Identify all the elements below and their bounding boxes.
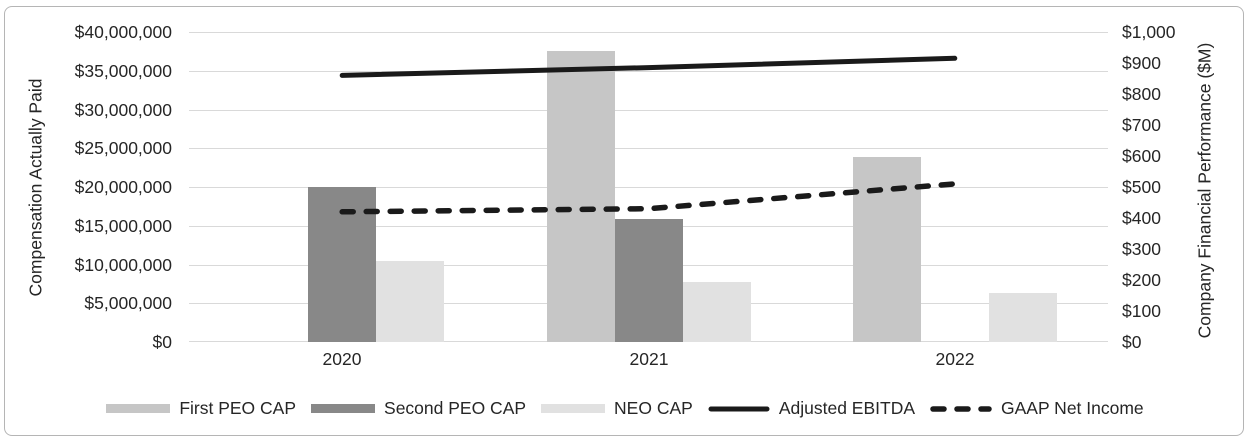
left-axis-tick: $20,000,000 bbox=[74, 177, 172, 197]
legend-label: Adjusted EBITDA bbox=[778, 398, 915, 418]
neo-cap-swatch-icon bbox=[541, 404, 606, 413]
legend-item-gaap-net-income: GAAP Net Income bbox=[930, 398, 1144, 419]
legend-item-neo-cap: NEO CAP bbox=[541, 398, 693, 419]
right-axis-tick: $100 bbox=[1122, 301, 1161, 321]
left-axis-tick: $30,000,000 bbox=[74, 100, 172, 120]
x-axis-label-2022: 2022 bbox=[935, 349, 975, 369]
gridline bbox=[189, 148, 1108, 149]
legend-item-adjusted-ebitda: Adjusted EBITDA bbox=[708, 398, 915, 419]
right-axis-tick: $0 bbox=[1122, 332, 1142, 352]
second-peo-cap-swatch-icon bbox=[311, 404, 376, 413]
right-axis-tick: $1,000 bbox=[1122, 22, 1176, 42]
right-axis-tick: $600 bbox=[1122, 146, 1161, 166]
bar-first-peo-cap-2021 bbox=[547, 51, 615, 342]
line-adjusted-ebitda bbox=[339, 55, 958, 78]
legend-label: GAAP Net Income bbox=[1001, 398, 1144, 418]
bar-first-peo-cap-2022 bbox=[853, 157, 921, 342]
legend-item-first-peo-cap: First PEO CAP bbox=[106, 398, 296, 419]
chart-legend: First PEO CAP Second PEO CAP NEO CAP Adjust… bbox=[0, 398, 1250, 419]
legend-item-second-peo-cap: Second PEO CAP bbox=[311, 398, 526, 419]
bar-second-peo-cap-2021 bbox=[615, 219, 683, 342]
legend-label: Second PEO CAP bbox=[384, 398, 527, 418]
left-axis-tick: $25,000,000 bbox=[74, 138, 172, 158]
first-peo-cap-swatch-icon bbox=[106, 404, 171, 413]
x-axis-label-2020: 2020 bbox=[322, 349, 362, 369]
line-gaap-net-income bbox=[339, 181, 958, 215]
gridline bbox=[189, 71, 1108, 72]
adjusted-ebitda-line-swatch-icon bbox=[708, 406, 770, 411]
left-axis-tick: $10,000,000 bbox=[74, 255, 172, 275]
right-axis-tick: $700 bbox=[1122, 115, 1161, 135]
left-axis-tick: $15,000,000 bbox=[74, 216, 172, 236]
x-axis-label-2021: 2021 bbox=[629, 349, 669, 369]
right-axis-tick: $300 bbox=[1122, 239, 1161, 259]
right-axis-tick: $200 bbox=[1122, 270, 1161, 290]
left-axis-tick: $40,000,000 bbox=[74, 22, 172, 42]
gaap-net-income-line-swatch-icon bbox=[930, 405, 992, 412]
right-axis-tick: $500 bbox=[1122, 177, 1161, 197]
gridline bbox=[189, 110, 1108, 111]
right-axis-tick: $800 bbox=[1122, 84, 1161, 104]
left-axis-tick: $5,000,000 bbox=[84, 293, 172, 313]
line-series-layer bbox=[339, 55, 958, 215]
right-axis-tick: $400 bbox=[1122, 208, 1161, 228]
bar-neo-cap-2021 bbox=[683, 282, 751, 342]
left-axis-tick: $0 bbox=[152, 332, 172, 352]
bar-neo-cap-2022 bbox=[989, 293, 1057, 342]
left-axis-tick: $35,000,000 bbox=[74, 61, 172, 81]
legend-label: NEO CAP bbox=[614, 398, 693, 418]
gridline bbox=[189, 187, 1108, 188]
legend-label: First PEO CAP bbox=[179, 398, 297, 418]
gridline bbox=[189, 32, 1108, 33]
plot-area bbox=[189, 32, 1108, 342]
bar-neo-cap-2020 bbox=[376, 261, 444, 342]
right-axis-tick: $900 bbox=[1122, 53, 1161, 73]
